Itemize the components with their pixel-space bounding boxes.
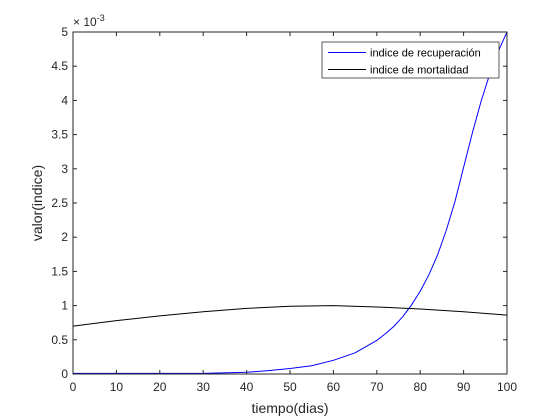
x-tick-label: 0 [70, 380, 77, 394]
y-tick-label: 5 [61, 25, 68, 39]
x-tick-label: 90 [457, 380, 471, 394]
x-tick-label: 30 [197, 380, 211, 394]
y-tick-label: 3.5 [51, 128, 68, 142]
x-tick-label: 10 [110, 380, 124, 394]
x-tick-label: 40 [240, 380, 254, 394]
x-tick-label: 50 [283, 380, 297, 394]
y-tick-label: 2 [61, 230, 68, 244]
y-tick-label: 1.5 [51, 264, 68, 278]
series-group [73, 32, 507, 374]
y-tick-label: 4 [61, 93, 68, 107]
x-tick-label: 70 [370, 380, 384, 394]
legend-label-mortalidad: indice de mortalidad [370, 65, 468, 77]
y-exponent-prefix: × 10 [73, 15, 97, 29]
x-tick-label: 100 [497, 380, 517, 394]
x-axis-label: tiempo(dias) [251, 400, 328, 416]
y-tick-label: 1 [61, 299, 68, 313]
x-tick-label: 80 [414, 380, 428, 394]
x-tick-label: 20 [153, 380, 167, 394]
x-tick-label: 60 [327, 380, 341, 394]
legend[interactable]: indice de recuperación indice de mortali… [321, 41, 500, 79]
y-tick-label: 4.5 [51, 59, 68, 73]
legend-box [321, 41, 500, 79]
y-ticks: 0 0.5 1 1.5 2 2.5 3 3.5 4 4.5 5 [51, 25, 507, 381]
y-exponent-power: -3 [97, 13, 105, 23]
y-tick-label: 3 [61, 162, 68, 176]
y-tick-label: 0.5 [51, 333, 68, 347]
y-tick-label: 2.5 [51, 196, 68, 210]
y-axis-exponent: × 10-3 [73, 13, 105, 29]
plot-area [73, 32, 507, 374]
y-axis-label: valor(indice) [29, 165, 45, 241]
series-line-mortalidad [73, 305, 507, 327]
y-tick-label: 0 [61, 367, 68, 381]
legend-label-recuperacion: indice de recuperación [370, 48, 481, 60]
series-line-recuperacion [73, 32, 507, 374]
x-ticks: 0 10 20 30 40 50 60 70 80 90 100 [70, 32, 517, 394]
